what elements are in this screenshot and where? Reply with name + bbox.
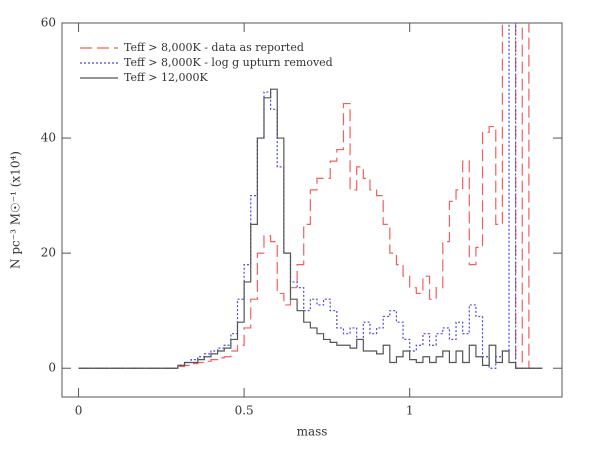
x-tick-label: 0 (75, 404, 83, 418)
y-tick-label: 60 (41, 16, 56, 30)
series-line (78, 88, 543, 369)
y-axis-label: N pc⁻³ M☉⁻¹ (x10⁴) (9, 151, 23, 269)
legend-label: Teff > 12,000K (124, 71, 209, 84)
x-axis-label: mass (297, 425, 328, 439)
y-tick-label: 0 (48, 361, 56, 375)
y-tick-label: 40 (41, 131, 56, 145)
y-tick-label: 20 (41, 246, 56, 260)
x-tick-label: 0.5 (235, 404, 254, 418)
series-line (78, 23, 543, 369)
legend-label: Teff > 8,000K - log g upturn removed (124, 56, 333, 69)
x-tick-label: 1 (406, 404, 414, 418)
legend-label: Teff > 8,000K - data as reported (124, 41, 304, 54)
plot-frame (61, 22, 563, 398)
series-line (78, 23, 543, 369)
